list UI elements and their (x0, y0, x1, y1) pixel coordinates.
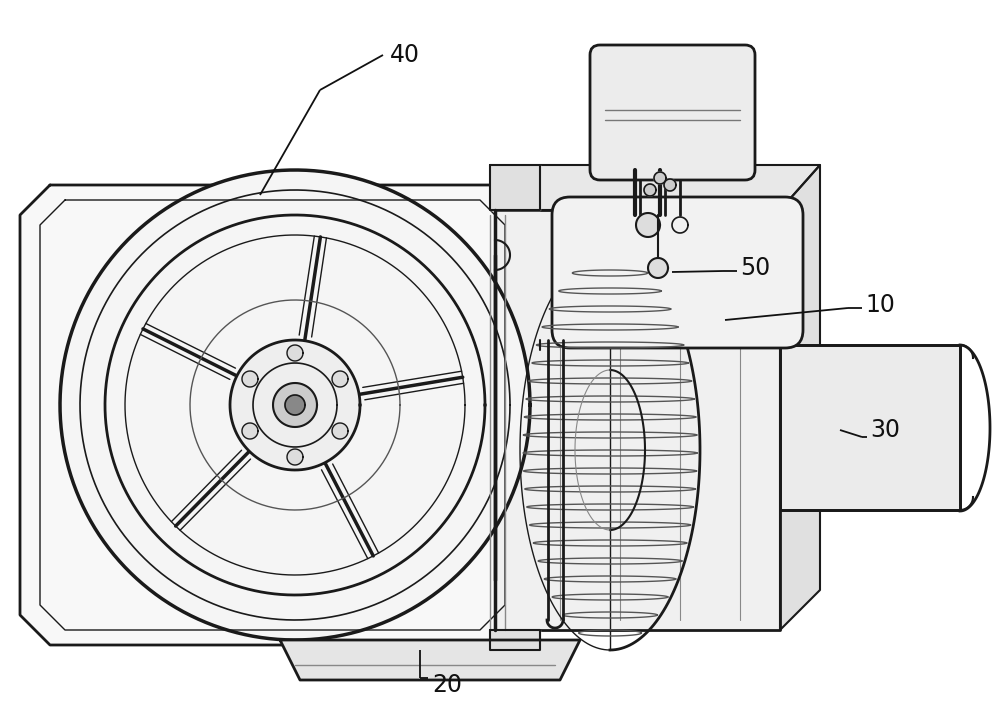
Polygon shape (280, 640, 580, 680)
Polygon shape (242, 423, 258, 439)
Text: 10: 10 (865, 293, 895, 317)
Polygon shape (332, 423, 348, 439)
Text: 30: 30 (870, 418, 900, 442)
Polygon shape (285, 395, 305, 415)
Text: 20: 20 (432, 673, 462, 697)
FancyBboxPatch shape (552, 197, 803, 348)
Polygon shape (287, 449, 303, 465)
Polygon shape (60, 170, 530, 640)
Polygon shape (636, 213, 660, 237)
Polygon shape (644, 184, 656, 196)
Polygon shape (332, 371, 348, 387)
Polygon shape (654, 172, 666, 184)
Polygon shape (20, 185, 520, 645)
Polygon shape (230, 340, 360, 470)
Text: 40: 40 (390, 43, 420, 67)
Polygon shape (780, 345, 960, 510)
Polygon shape (490, 630, 540, 650)
Polygon shape (273, 383, 317, 427)
Polygon shape (490, 165, 540, 210)
Polygon shape (495, 165, 820, 210)
Polygon shape (495, 210, 780, 630)
Polygon shape (664, 179, 676, 191)
Polygon shape (780, 165, 820, 630)
Polygon shape (287, 345, 303, 361)
Polygon shape (648, 258, 668, 278)
Text: 50: 50 (740, 256, 770, 280)
Polygon shape (242, 371, 258, 387)
FancyBboxPatch shape (590, 45, 755, 180)
